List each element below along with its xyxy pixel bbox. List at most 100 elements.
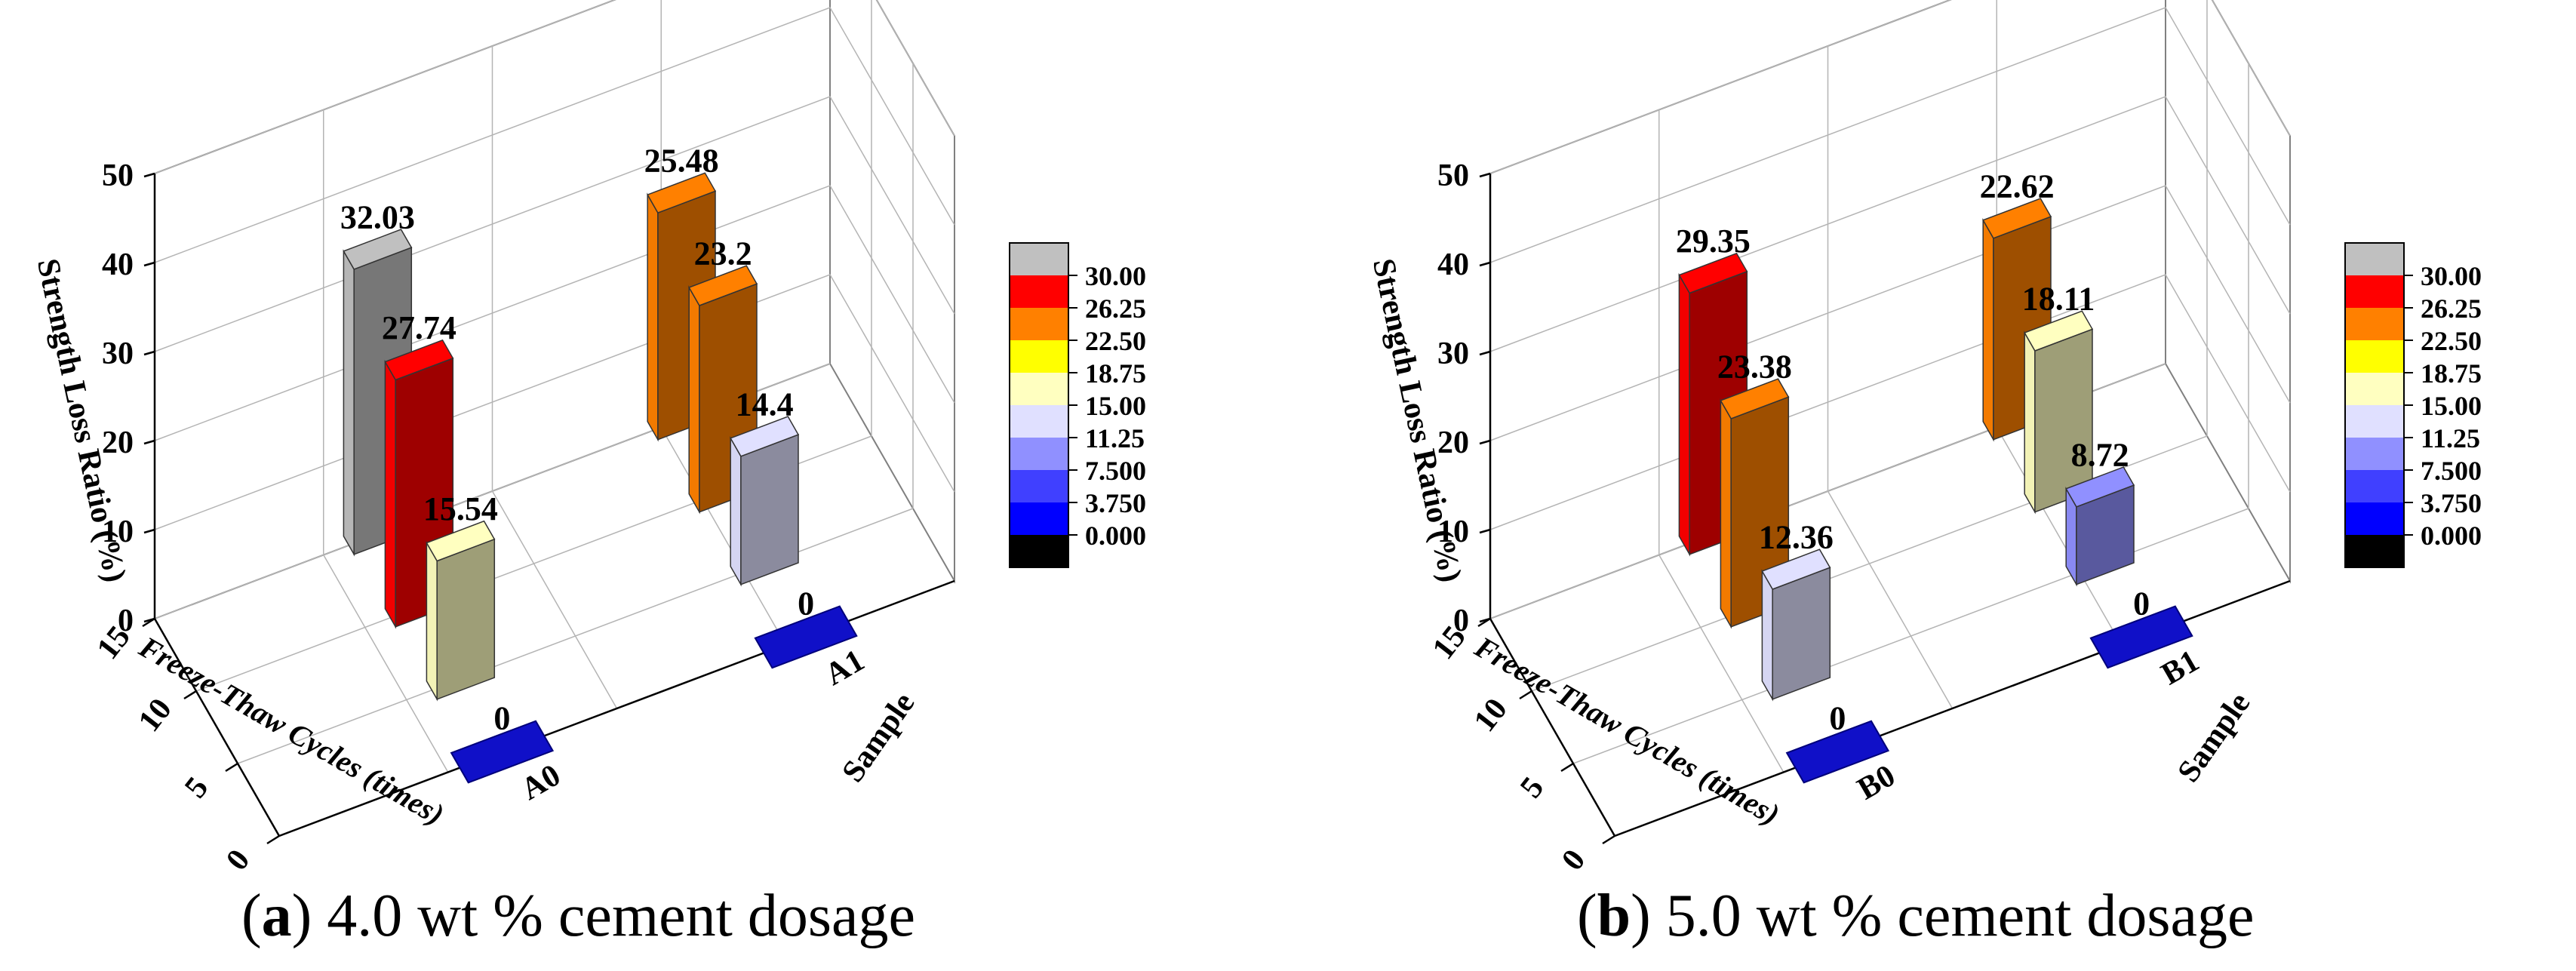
data-label: 0 [2133, 585, 2150, 622]
z-tick-label: 50 [1437, 158, 1469, 193]
z-tick [1479, 528, 1491, 534]
gridline-z [154, 274, 955, 530]
z-tick-label: 10 [102, 515, 134, 549]
colorbar-label: 26.25 [1085, 293, 1146, 324]
colorbar-label: 15.00 [1085, 391, 1146, 421]
z-tick-label: 50 [102, 158, 134, 193]
bar-B0-5-left [1761, 569, 1773, 702]
z-tick-label: 40 [1437, 247, 1469, 282]
y-tick-label: 10 [1468, 692, 1514, 738]
bar-B0-15-left [1678, 272, 1690, 557]
colorbar-label: 30.00 [2421, 261, 2482, 291]
gridline-z [154, 0, 955, 174]
colorbar-label: 15.00 [2421, 391, 2482, 421]
z-tick-label: 30 [1437, 336, 1469, 371]
y-tick [1602, 834, 1615, 845]
z-axis-label: Strength Loss Ratio (%) [1366, 256, 1468, 585]
z-tick-label: 0 [118, 604, 134, 638]
colorbar-label: 26.25 [2421, 293, 2482, 324]
data-label: 22.62 [1980, 167, 2055, 204]
x-axis-label: Sample [835, 687, 921, 788]
bar-A0-5-left [426, 540, 438, 702]
y-axis-line [153, 618, 281, 837]
floor-grid-x [1996, 427, 2122, 645]
bar-B1-10-top [2024, 310, 2094, 352]
y-tick [266, 834, 280, 845]
bar-A1-5-front [740, 434, 799, 585]
bar-B1-0 [2089, 605, 2193, 669]
bar-A0-10-top [384, 339, 454, 381]
bar-B0-10-top [1720, 378, 1790, 419]
colorbar-swatch [2345, 535, 2404, 567]
data-label: 23.2 [694, 235, 752, 272]
right-wall [829, 0, 955, 584]
z-tick [143, 439, 155, 445]
data-label: 8.72 [2071, 436, 2129, 473]
bar-B1-15-left [1982, 217, 1994, 442]
y-axis-line [1489, 618, 1616, 837]
data-label: 27.74 [382, 309, 456, 346]
colorbar-label: 3.750 [1085, 488, 1146, 518]
bar-B0-10-left [1720, 398, 1732, 629]
colorbar-swatch [1010, 535, 1068, 567]
data-label: 15.54 [423, 490, 498, 527]
data-label: 25.48 [644, 143, 719, 180]
colorbar-swatch [2345, 340, 2404, 373]
colorbar-swatch [2345, 405, 2404, 438]
colorbar-label: 7.500 [1085, 456, 1146, 486]
colorbar-swatch [2345, 470, 2404, 502]
gridline-z [1489, 7, 2291, 263]
colorbar-swatch [2345, 373, 2404, 405]
bar-A0-15-top [343, 229, 413, 270]
colorbar-swatch [1010, 275, 1068, 308]
gridline-z [1489, 0, 2291, 174]
bar-A0-0 [450, 720, 555, 784]
data-label: 14.4 [736, 386, 794, 423]
colorbar-swatch [1010, 308, 1068, 340]
z-tick [143, 261, 155, 267]
colorbar-swatch [1010, 243, 1068, 275]
bar-A1-15-top [647, 172, 717, 214]
x-tick-label: B0 [1852, 758, 1901, 807]
colorbar-swatch [2345, 438, 2404, 470]
y-tick [225, 762, 238, 773]
y-tick [1560, 762, 1574, 773]
gridline-z [154, 96, 955, 352]
y-tick-label: 0 [220, 843, 257, 877]
bar-A1-0 [754, 605, 858, 669]
colorbar-label: 18.75 [2421, 358, 2482, 389]
gridline-z [1489, 96, 2291, 352]
colorbar-swatch [1010, 438, 1068, 470]
colorbar-label: 3.750 [2421, 488, 2482, 518]
colorbar-swatch [1010, 405, 1068, 438]
data-label: 32.03 [340, 199, 415, 236]
y-axis-label: Freeze-Thaw Cycles (times) [133, 629, 450, 831]
colorbar-swatch [1010, 502, 1068, 535]
floor-grid-x [1827, 490, 1954, 709]
data-label: 12.36 [1759, 519, 1834, 556]
x-axis-label: Sample [2171, 687, 2257, 788]
z-tick-label: 20 [1437, 426, 1469, 460]
x-tick-label: B1 [2156, 644, 2205, 692]
gridline-z [1489, 274, 2291, 530]
bar-A0-5-top [426, 520, 496, 562]
right-wall [2165, 0, 2291, 584]
colorbar-swatch [1010, 373, 1068, 405]
data-label: 0 [493, 699, 510, 736]
y-tick [1477, 617, 1491, 628]
gridline-z [154, 185, 955, 441]
colorbar-label: 0.000 [1085, 521, 1146, 551]
bar-A0-5-front [436, 538, 496, 700]
y-tick [142, 617, 155, 628]
bar-B1-10-left [2024, 330, 2036, 515]
z-tick [143, 350, 155, 356]
y-axis-label: Freeze-Thaw Cycles (times) [1468, 629, 1785, 831]
z-tick-label: 10 [1437, 515, 1469, 549]
colorbar-label: 22.50 [1085, 326, 1146, 356]
bar-B0-15-top [1678, 252, 1748, 294]
y-tick [183, 690, 197, 700]
colorbar-label: 11.25 [2421, 423, 2480, 453]
